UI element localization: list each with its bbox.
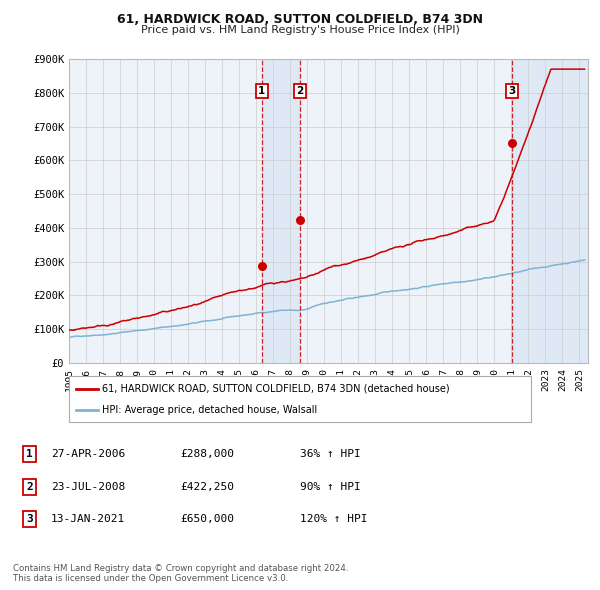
Text: 3: 3 <box>26 514 33 524</box>
Text: 120% ↑ HPI: 120% ↑ HPI <box>300 514 367 524</box>
Text: 61, HARDWICK ROAD, SUTTON COLDFIELD, B74 3DN (detached house): 61, HARDWICK ROAD, SUTTON COLDFIELD, B74… <box>102 384 449 394</box>
Bar <box>512 59 588 363</box>
Text: 1: 1 <box>26 450 33 459</box>
Text: 36% ↑ HPI: 36% ↑ HPI <box>300 450 361 459</box>
Text: 61, HARDWICK ROAD, SUTTON COLDFIELD, B74 3DN: 61, HARDWICK ROAD, SUTTON COLDFIELD, B74… <box>117 13 483 26</box>
Text: 27-APR-2006: 27-APR-2006 <box>51 450 125 459</box>
Text: £288,000: £288,000 <box>180 450 234 459</box>
Text: 13-JAN-2021: 13-JAN-2021 <box>51 514 125 524</box>
Text: 23-JUL-2008: 23-JUL-2008 <box>51 482 125 491</box>
Text: Contains HM Land Registry data © Crown copyright and database right 2024.
This d: Contains HM Land Registry data © Crown c… <box>13 563 349 583</box>
Text: £650,000: £650,000 <box>180 514 234 524</box>
Text: 2: 2 <box>296 86 304 96</box>
Text: Price paid vs. HM Land Registry's House Price Index (HPI): Price paid vs. HM Land Registry's House … <box>140 25 460 35</box>
Bar <box>262 59 300 363</box>
Text: 2: 2 <box>26 482 33 491</box>
Text: 1: 1 <box>258 86 265 96</box>
Text: 3: 3 <box>508 86 516 96</box>
Text: HPI: Average price, detached house, Walsall: HPI: Average price, detached house, Wals… <box>102 405 317 415</box>
Text: 90% ↑ HPI: 90% ↑ HPI <box>300 482 361 491</box>
Text: £422,250: £422,250 <box>180 482 234 491</box>
